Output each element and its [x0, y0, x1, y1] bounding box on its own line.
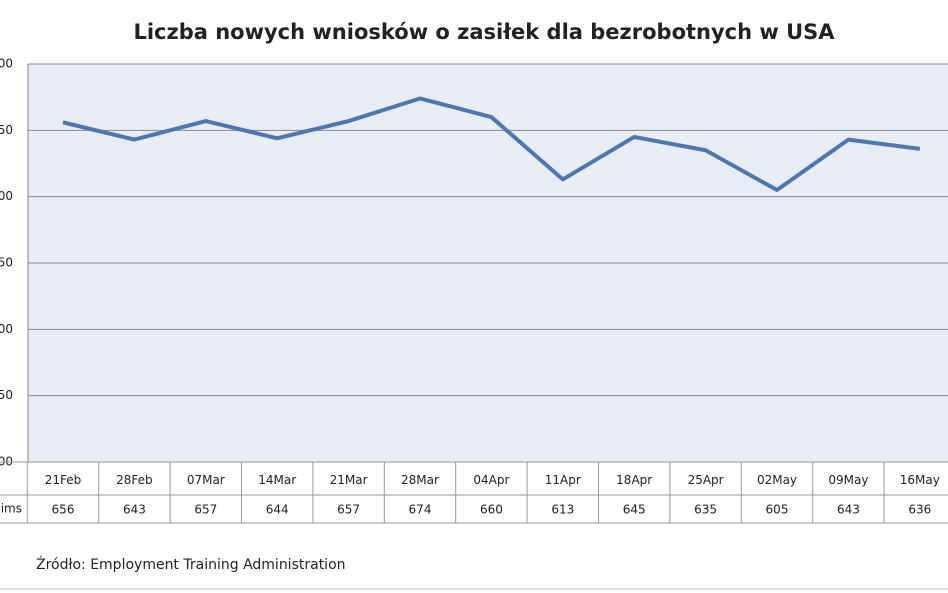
- value-cell: 657: [337, 503, 360, 517]
- x-tick-label: 18Apr: [616, 473, 652, 487]
- x-tick-label: 07Mar: [187, 473, 225, 487]
- x-tick-label: 28Mar: [401, 473, 439, 487]
- value-cell: 656: [52, 503, 75, 517]
- chart-title: Liczba nowych wniosków o zasiłek dla bez…: [133, 20, 835, 44]
- value-cell: 660: [480, 503, 503, 517]
- value-cell: 674: [409, 503, 432, 517]
- x-tick-label: 28Feb: [116, 473, 153, 487]
- value-cell: 613: [551, 503, 574, 517]
- y-tick-label: 600: [0, 189, 13, 203]
- x-tick-label: 14Mar: [258, 473, 296, 487]
- value-cell: 605: [766, 503, 789, 517]
- value-cell: 644: [266, 503, 289, 517]
- y-tick-label: 700: [0, 57, 13, 71]
- x-tick-label: 21Mar: [330, 473, 368, 487]
- x-tick-label: 02May: [757, 473, 797, 487]
- x-tick-label: 09May: [828, 473, 868, 487]
- y-tick-label: 650: [0, 123, 13, 137]
- value-cell: 643: [837, 503, 860, 517]
- y-tick-label: 500: [0, 322, 13, 336]
- x-tick-label: 16May: [900, 473, 940, 487]
- x-tick-label: 11Apr: [545, 473, 581, 487]
- value-cell: 643: [123, 503, 146, 517]
- y-tick-label: 550: [0, 256, 13, 270]
- x-tick-label: 25Apr: [688, 473, 724, 487]
- value-cell: 657: [194, 503, 217, 517]
- x-tick-label: 04Apr: [473, 473, 509, 487]
- value-cell: 635: [694, 503, 717, 517]
- value-cell: 636: [908, 503, 931, 517]
- y-tick-label: 450: [0, 388, 13, 402]
- row-label: ims: [1, 502, 22, 516]
- value-cell: 645: [623, 503, 646, 517]
- data-line: [62, 96, 921, 193]
- source-note: Źródło: Employment Training Administrati…: [36, 555, 346, 573]
- x-tick-label: 21Feb: [45, 473, 82, 487]
